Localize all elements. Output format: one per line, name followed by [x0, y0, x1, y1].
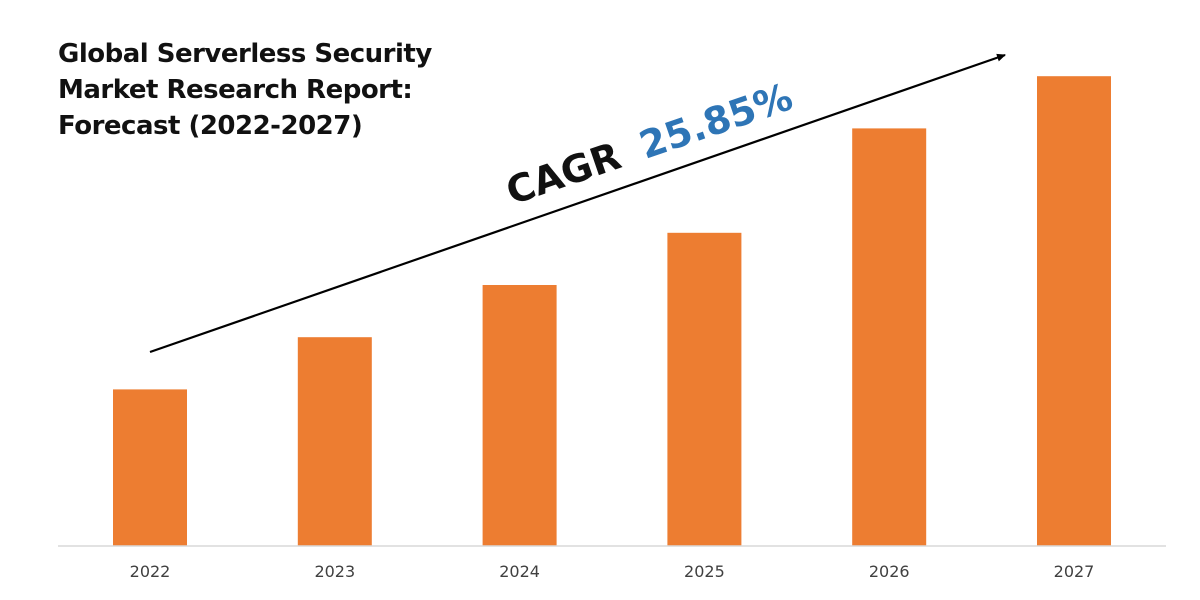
cagr-value: 25.85% [634, 74, 798, 167]
x-tick-label-2025: 2025 [684, 562, 725, 581]
chart-title-line-1: Global Serverless Security [58, 39, 432, 69]
bar-2023 [297, 337, 372, 546]
cagr-trend-arrow [149, 53, 1006, 354]
bar-series [113, 76, 1111, 547]
x-axis-tick-labels: 2022 2023 2024 2025 2026 2027 [130, 562, 1095, 581]
x-tick-label-2027: 2027 [1054, 562, 1095, 581]
bar-2025 [667, 232, 742, 547]
chart-title-line-2: Market Research Report: [58, 75, 413, 105]
cagr-annotation: CAGR 25.85% [501, 74, 798, 213]
x-tick-label-2022: 2022 [130, 562, 171, 581]
bar-2027 [1037, 76, 1111, 546]
bar-2022 [113, 389, 187, 546]
chart-title: Global Serverless Security Market Resear… [58, 36, 438, 144]
bar-2026 [852, 128, 927, 546]
bar-2024 [482, 285, 557, 546]
chart-title-line-3: Forecast (2022-2027) [58, 111, 363, 141]
cagr-label: CAGR [501, 134, 627, 214]
x-tick-label-2024: 2024 [499, 562, 540, 581]
x-tick-label-2026: 2026 [869, 562, 910, 581]
x-tick-label-2023: 2023 [314, 562, 355, 581]
